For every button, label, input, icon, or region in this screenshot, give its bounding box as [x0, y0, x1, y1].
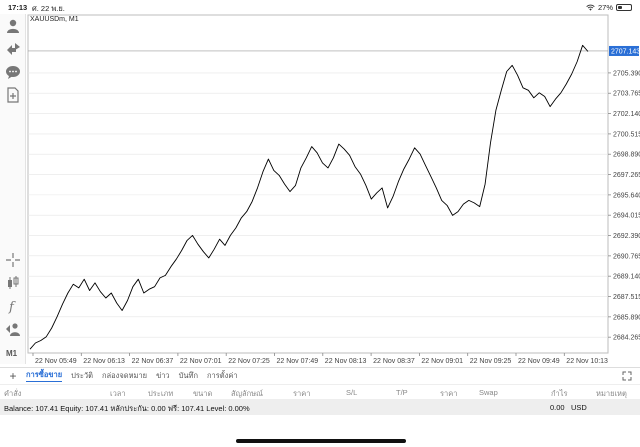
indicator-icon[interactable]: f [5, 298, 21, 314]
col-volume: ขนาด [193, 389, 213, 398]
x-tick-label: 22 Nov 06:13 [83, 358, 125, 365]
x-tick-label: 22 Nov 10:13 [566, 358, 608, 365]
terminal-tabs: + การซื้อขาย ประวัติ กล่องจดหมาย ข่าว บั… [0, 367, 640, 383]
price-series-line [29, 44, 589, 350]
expand-panel-icon[interactable] [622, 371, 632, 381]
col-swap: Swap [479, 388, 498, 397]
x-tick-label: 22 Nov 05:49 [35, 358, 77, 365]
status-time: 17:13 [8, 3, 28, 12]
timeframe-label[interactable]: M1 [6, 349, 18, 358]
y-tick-label: 2685.890 [613, 314, 640, 321]
col-time: เวลา [110, 389, 126, 398]
y-tick-label: 2698.890 [613, 152, 640, 159]
col-price: ราคา [293, 389, 311, 398]
svg-text:f: f [8, 300, 16, 314]
wifi-icon [586, 4, 595, 11]
battery-icon [616, 4, 632, 11]
x-tick-label: 22 Nov 08:13 [325, 358, 367, 365]
status-bar: 17:13 ศ. 22 พ.ย. 27% [0, 0, 640, 14]
x-tick-label: 22 Nov 09:01 [421, 358, 463, 365]
current-price-tag [609, 45, 639, 56]
balance-summary: Balance: 107.41 Equity: 107.41 หลักประกั… [4, 404, 250, 413]
plot-frame [27, 14, 609, 354]
col-current-price: ราคา [440, 389, 458, 398]
x-tick-label: 22 Nov 09:25 [470, 358, 512, 365]
tab-trade[interactable]: การซื้อขาย [26, 369, 63, 382]
y-tick-label: 2700.515 [613, 131, 640, 138]
x-tick-label: 22 Nov 08:37 [373, 358, 415, 365]
x-tick-label: 22 Nov 07:01 [180, 358, 222, 365]
x-tick-label: 22 Nov 07:25 [228, 358, 270, 365]
status-indicators: 27% [586, 3, 632, 12]
col-order: คำสั่ง [4, 389, 22, 398]
objects-icon[interactable] [5, 321, 21, 337]
battery-percent: 27% [597, 3, 613, 12]
x-tick-label: 22 Nov 06:37 [132, 358, 174, 365]
balance-bar: Balance: 107.41 Equity: 107.41 หลักประกั… [0, 399, 640, 415]
left-toolbar: f M1 [0, 14, 26, 364]
tab-settings[interactable]: การตั้งค่า [207, 370, 238, 380]
tab-journal[interactable]: บันทึก [178, 370, 199, 380]
y-tick-label: 2702.140 [613, 111, 640, 118]
y-tick-label: 2692.390 [613, 233, 640, 240]
col-sl: S/L [346, 388, 358, 397]
home-indicator[interactable] [236, 439, 406, 443]
candlestick-icon[interactable] [5, 275, 21, 291]
col-type: ประเภท [148, 389, 174, 398]
x-tick-label: 22 Nov 07:49 [277, 358, 319, 365]
chat-icon[interactable] [5, 64, 21, 80]
tab-mailbox[interactable]: กล่องจดหมาย [102, 370, 148, 380]
account-currency: USD [571, 403, 587, 412]
tab-news[interactable]: ข่าว [156, 370, 170, 380]
chart-symbol-title: XAUUSDm, M1 [30, 16, 79, 23]
total-profit: 0.00 [550, 403, 565, 412]
y-tick-label: 2697.265 [613, 172, 640, 179]
col-symbol: สัญลักษณ์ [231, 389, 264, 398]
x-tick-label: 22 Nov 09:49 [518, 358, 560, 365]
chart-area[interactable]: 2705.390 2703.765 2702.140 2700.515 2698.890… [26, 14, 640, 366]
y-tick-label: 2695.640 [613, 192, 640, 199]
y-tick-label: 2690.765 [613, 253, 640, 260]
col-comment: หมายเหตุ [596, 389, 627, 398]
status-date: ศ. 22 พ.ย. [32, 4, 65, 13]
y-tick-label: 2705.390 [613, 70, 640, 77]
col-tp: T/P [396, 388, 408, 397]
account-icon[interactable] [5, 18, 21, 34]
y-tick-label: 2694.015 [613, 213, 640, 220]
price-chart[interactable]: 2705.390 2703.765 2702.140 2700.515 2698.890… [26, 14, 640, 366]
trade-table-header: คำสั่ง เวลา ประเภท ขนาด สัญลักษณ์ ราคา S… [0, 384, 640, 398]
tab-history[interactable]: ประวัติ [71, 370, 94, 380]
trade-icon[interactable] [5, 41, 21, 57]
y-tick-label: 2703.765 [613, 91, 640, 98]
y-tick-label: 2689.140 [613, 274, 640, 281]
crosshair-icon[interactable] [5, 252, 21, 268]
y-tick-label: 2684.265 [613, 335, 640, 342]
current-price-label: 2707.143 [611, 48, 640, 55]
new-document-icon[interactable] [5, 87, 21, 103]
col-profit: กำไร [551, 389, 568, 398]
add-icon[interactable]: + [9, 368, 17, 383]
y-tick-label: 2687.515 [613, 294, 640, 301]
